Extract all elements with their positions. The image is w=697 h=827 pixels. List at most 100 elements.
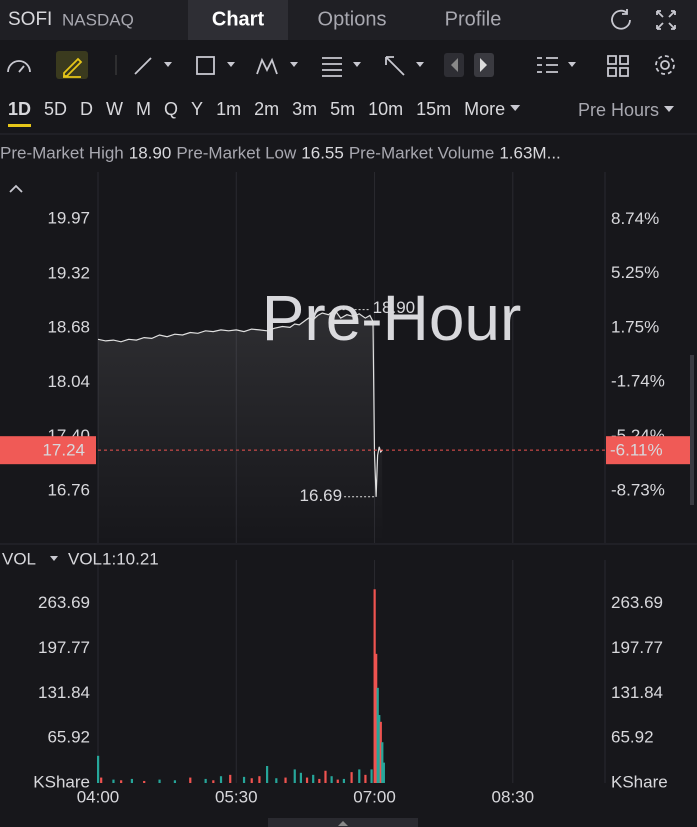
volume-bar	[382, 762, 385, 783]
dropdown[interactable]	[664, 106, 674, 112]
dropdown	[510, 105, 521, 111]
volume-bar	[112, 779, 115, 783]
pattern-icon[interactable]	[256, 57, 278, 75]
timeframe[interactable]: 1D	[8, 99, 31, 119]
y2-tick-label: 263.69	[611, 593, 663, 612]
volume-bar	[293, 769, 296, 783]
volume-bar	[336, 779, 339, 783]
y-tick-label: 65.92	[47, 728, 90, 747]
exchange: NASDAQ	[62, 10, 134, 29]
summary-label: Pre-Market Volume	[349, 143, 495, 162]
fullscreen-icon[interactable]	[656, 10, 676, 30]
volume-bar	[250, 778, 253, 783]
volume-indicator: VOL1:10.21	[68, 549, 159, 568]
timeframe[interactable]: W	[106, 99, 123, 119]
active-tab-bg	[188, 0, 288, 40]
session-select[interactable]: Pre Hours	[578, 100, 659, 120]
timeframe[interactable]: Q	[164, 99, 178, 119]
volume-bar	[324, 770, 327, 783]
y-tick-label: 19.32	[47, 264, 90, 283]
timeframe[interactable]: 5m	[330, 99, 355, 119]
active-underline	[8, 124, 32, 127]
timeframe[interactable]: 10m	[368, 99, 403, 119]
y2-tick-label: 5.25%	[611, 263, 659, 282]
y-tick-label: 263.69	[38, 593, 90, 612]
volume-bar	[284, 777, 287, 783]
volume-bar	[189, 777, 192, 783]
timeframe[interactable]: 2m	[254, 99, 279, 119]
collapse-icon[interactable]	[9, 184, 23, 193]
grid-icon[interactable]	[607, 55, 629, 77]
timeframe[interactable]: 3m	[292, 99, 317, 119]
last-change-label: -6.11%	[610, 441, 663, 460]
tab[interactable]: Profile	[445, 8, 502, 30]
timeframe-row: 1D 5D D W M Q Y 1m 2m 3m 5m 10m 15m More	[8, 99, 521, 127]
list-icon[interactable]	[537, 57, 558, 73]
dropdown[interactable]	[353, 62, 361, 67]
gauge-icon[interactable]	[7, 60, 31, 73]
volume-bar	[173, 780, 177, 783]
timeframe[interactable]: Y	[191, 99, 203, 119]
dropdown[interactable]	[568, 62, 576, 67]
timeframe[interactable]: More	[464, 99, 505, 119]
line-tool-icon[interactable]	[134, 57, 152, 75]
y2-tick-label: 197.77	[611, 638, 663, 657]
y2-tick-label: 1.75%	[611, 317, 659, 336]
y-tick-label: 19.97	[47, 208, 90, 227]
volume-bar	[158, 779, 161, 783]
timeframe[interactable]: M	[136, 99, 151, 119]
x-tick-label: 07:00	[353, 787, 396, 806]
low-label: 16.69	[300, 486, 343, 505]
volume-bar	[120, 780, 123, 783]
tab[interactable]: Options	[318, 8, 387, 30]
high-label: 18.90	[373, 298, 416, 317]
volume-bar	[375, 653, 378, 783]
summary-label: Pre-Market High	[0, 143, 124, 162]
dropdown[interactable]	[50, 556, 58, 561]
tab[interactable]: Chart	[212, 8, 265, 30]
x-tick-label: 08:30	[492, 787, 535, 806]
last-price-box	[0, 436, 96, 465]
dropdown[interactable]	[227, 62, 235, 67]
y-tick-label: 18.68	[47, 318, 90, 337]
settings-gear	[655, 55, 675, 75]
y-tick-label: 18.04	[47, 372, 90, 391]
nav-left-arrow	[451, 58, 458, 72]
timeframe[interactable]: D	[80, 99, 93, 119]
y2-tick-label: -1.74%	[611, 372, 665, 391]
volume-bar	[379, 721, 382, 783]
volume-bar	[229, 774, 232, 783]
y-tick-label: 131.84	[38, 683, 90, 702]
y2-tick-label: -8.73%	[611, 480, 665, 499]
dropdown[interactable]	[290, 62, 298, 67]
y-tick-label: 16.76	[47, 480, 90, 499]
summary-label: Pre-Market Low	[176, 143, 297, 162]
scrollbar	[690, 355, 694, 505]
dropdown[interactable]	[164, 62, 172, 67]
volume-bar	[266, 766, 269, 783]
volume-bar	[342, 778, 346, 783]
header-bar	[0, 0, 697, 40]
y2-tick-label: 131.84	[611, 683, 663, 702]
arrow-icon[interactable]	[385, 56, 405, 76]
dropdown[interactable]	[416, 62, 424, 67]
y2-tick-label: 8.74%	[611, 209, 659, 228]
rect-tool-icon[interactable]	[196, 56, 215, 75]
volume-bar	[373, 589, 376, 783]
volume-bar	[358, 769, 361, 783]
volume-bar	[376, 687, 379, 783]
pen-icon[interactable]	[63, 57, 83, 78]
volume-bar	[350, 772, 353, 783]
nav-right-arrow	[480, 58, 487, 72]
timeframe[interactable]: 5D	[44, 99, 67, 119]
refresh-icon[interactable]	[611, 9, 631, 30]
volume-bar	[378, 715, 381, 783]
summary-value: 16.55	[301, 143, 344, 162]
timeframe[interactable]: 15m	[416, 99, 451, 119]
settings-icon[interactable]	[660, 60, 670, 70]
timeframe[interactable]: 1m	[216, 99, 241, 119]
fib-icon[interactable]	[322, 57, 342, 77]
summary-value: 1.63M...	[499, 143, 560, 162]
chart-area: Pre-Hour19.9719.3218.6818.0417.4016.768.…	[0, 172, 690, 806]
